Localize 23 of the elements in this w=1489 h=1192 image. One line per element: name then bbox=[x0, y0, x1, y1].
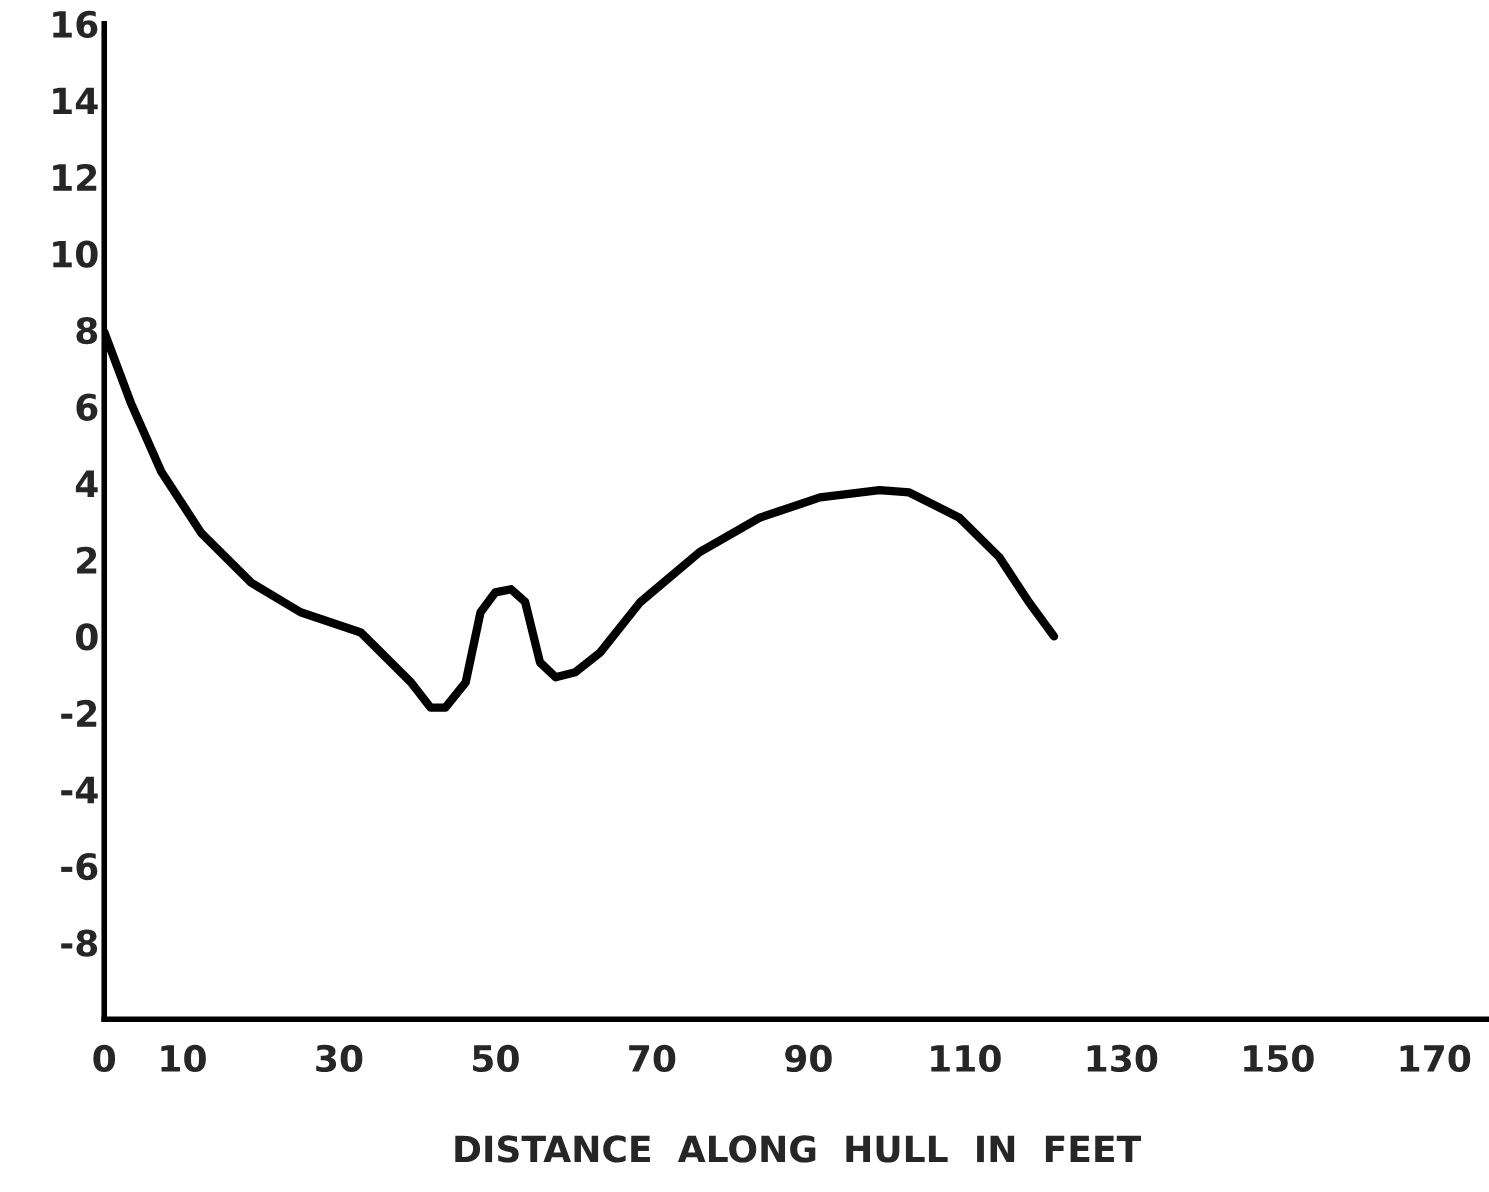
x-tick-label: 70 bbox=[629, 1044, 676, 1073]
x-tick-label: 90 bbox=[785, 1044, 832, 1073]
y-tick-label: -4 bbox=[61, 776, 98, 804]
y-tick-label: -6 bbox=[61, 852, 98, 881]
y-tick-label: 6 bbox=[76, 393, 98, 421]
y-tick-label: 8 bbox=[76, 317, 98, 345]
y-tick-label: 4 bbox=[75, 470, 98, 497]
x-tick-label: 150 bbox=[1244, 1044, 1314, 1073]
x-tick-label: 130 bbox=[1087, 1044, 1158, 1073]
y-tick-label: 14 bbox=[53, 87, 98, 115]
x-tick-label: 30 bbox=[316, 1044, 363, 1073]
x-tick-label: 10 bbox=[161, 1044, 206, 1073]
y-tick-label: 2 bbox=[77, 546, 97, 574]
x-axis-title: DISTANCE ALONG HULL IN FEET bbox=[455, 1135, 1142, 1163]
x-tick-label: 50 bbox=[473, 1044, 519, 1073]
y-tick-label: 16 bbox=[53, 10, 98, 39]
y-tick-label: 0 bbox=[75, 623, 98, 651]
y-tick-label: 12 bbox=[53, 163, 97, 191]
x-tick-label: 170 bbox=[1400, 1044, 1471, 1073]
y-tick-label: 10 bbox=[53, 240, 98, 268]
x-tick-label: 110 bbox=[931, 1044, 1001, 1073]
y-tick-label: -8 bbox=[61, 929, 98, 957]
y-tick-label: -2 bbox=[61, 699, 97, 727]
